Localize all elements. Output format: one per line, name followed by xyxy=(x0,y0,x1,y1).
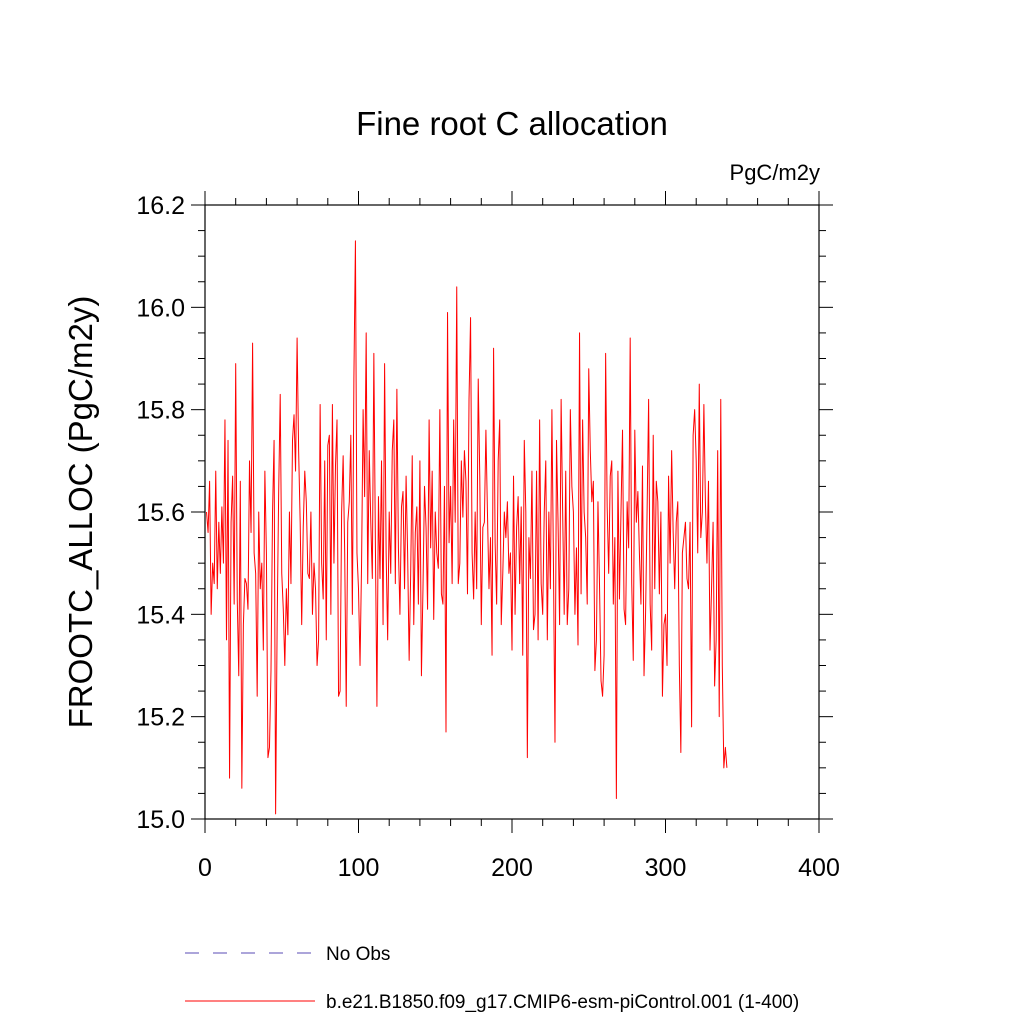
y-tick-label: 15.6 xyxy=(136,499,185,527)
x-tick-label: 300 xyxy=(645,854,687,882)
y-tick-label: 15.2 xyxy=(136,704,185,732)
y-tick-label: 15.4 xyxy=(136,601,185,629)
x-tick-label: 400 xyxy=(798,854,840,882)
chart-title: Fine root C allocation xyxy=(356,105,668,142)
y-tick-label: 15.8 xyxy=(136,397,185,425)
x-tick-label: 100 xyxy=(338,854,380,882)
units-label: PgC/m2y xyxy=(730,160,820,185)
y-tick-label: 16.2 xyxy=(136,192,185,220)
series-line-piControl xyxy=(206,240,728,815)
y-tick-label: 16.0 xyxy=(136,294,185,322)
legend-label-no-obs: No Obs xyxy=(326,944,390,965)
y-tick-label: 15.0 xyxy=(136,806,185,834)
y-tick-labels: 15.0 15.2 15.4 15.6 15.8 16.0 16.2 xyxy=(136,192,185,834)
plot-frame xyxy=(204,204,820,820)
x-tick-label: 0 xyxy=(198,854,212,882)
x-tick-labels: 0 100 200 300 400 xyxy=(198,854,840,882)
axis-ticks xyxy=(191,191,833,833)
legend-label-piControl: b.e21.B1850.f09_g17.CMIP6-esm-piControl.… xyxy=(326,992,799,1013)
y-axis-label: FROOTC_ALLOC (PgC/m2y) xyxy=(62,296,99,729)
x-tick-label: 200 xyxy=(491,854,533,882)
legend: No Obs b.e21.B1850.f09_g17.CMIP6-esm-piC… xyxy=(185,944,799,1013)
